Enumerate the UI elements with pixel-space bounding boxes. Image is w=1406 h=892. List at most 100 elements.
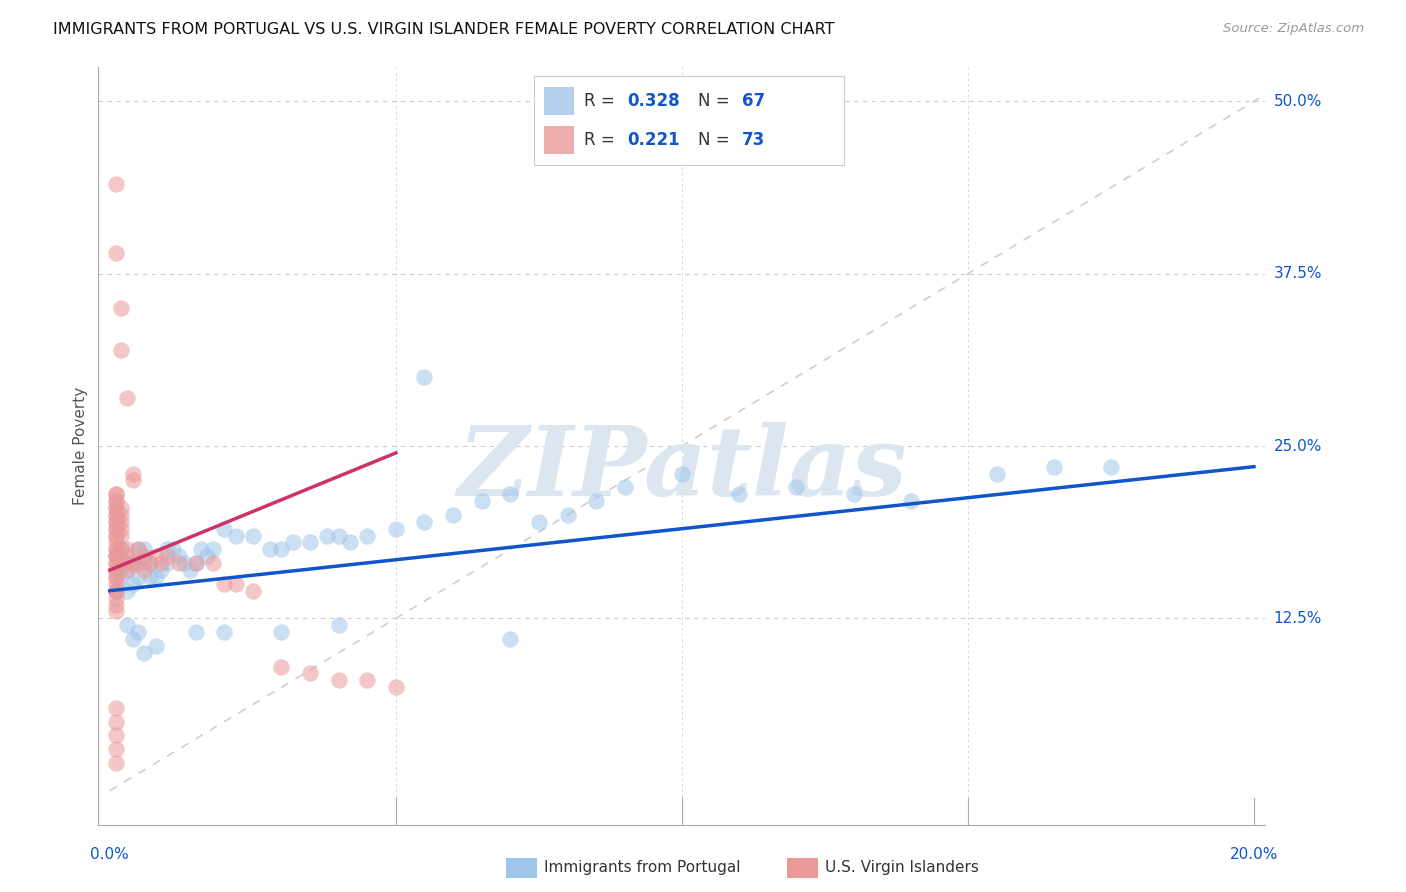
Point — [104, 570, 127, 584]
Point — [242, 528, 264, 542]
Text: 0.328: 0.328 — [627, 92, 679, 110]
Text: 25.0%: 25.0% — [1274, 439, 1322, 453]
Point — [104, 515, 127, 529]
Point — [214, 577, 236, 591]
Text: N =: N = — [699, 131, 735, 149]
Point — [201, 542, 224, 557]
Point — [104, 563, 127, 577]
Text: IMMIGRANTS FROM PORTUGAL VS U.S. VIRGIN ISLANDER FEMALE POVERTY CORRELATION CHAR: IMMIGRANTS FROM PORTUGAL VS U.S. VIRGIN … — [53, 22, 835, 37]
Text: U.S. Virgin Islanders: U.S. Virgin Islanders — [825, 860, 979, 874]
Point — [110, 542, 132, 557]
Point — [356, 528, 378, 542]
Point — [104, 542, 127, 557]
Point — [150, 556, 173, 570]
Point — [115, 618, 138, 632]
Point — [190, 542, 212, 557]
Point — [104, 549, 127, 564]
Point — [104, 591, 127, 605]
Point — [104, 729, 127, 743]
Text: ZIPatlas: ZIPatlas — [457, 422, 907, 516]
FancyBboxPatch shape — [544, 87, 575, 115]
Point — [104, 604, 127, 618]
Point — [613, 480, 636, 494]
Point — [413, 370, 436, 384]
Point — [110, 301, 132, 315]
Point — [134, 556, 156, 570]
Point — [339, 535, 361, 549]
Text: Immigrants from Portugal: Immigrants from Portugal — [544, 860, 741, 874]
Point — [104, 598, 127, 612]
Point — [242, 583, 264, 598]
Point — [328, 528, 350, 542]
Point — [104, 556, 127, 570]
Text: 50.0%: 50.0% — [1274, 94, 1322, 109]
Point — [115, 563, 138, 577]
Text: R =: R = — [583, 92, 620, 110]
Point — [499, 632, 522, 646]
Point — [104, 583, 127, 598]
Point — [104, 522, 127, 536]
Point — [900, 494, 922, 508]
Point — [156, 556, 179, 570]
Point — [104, 487, 127, 501]
Point — [195, 549, 218, 564]
Point — [385, 522, 408, 536]
Point — [671, 467, 693, 481]
Point — [104, 528, 127, 542]
Point — [471, 494, 494, 508]
Point — [104, 494, 127, 508]
Point — [110, 508, 132, 522]
Point — [557, 508, 579, 522]
Text: 12.5%: 12.5% — [1274, 611, 1322, 626]
Point — [184, 556, 207, 570]
Point — [299, 666, 322, 681]
Point — [110, 570, 132, 584]
FancyBboxPatch shape — [544, 126, 575, 154]
Point — [104, 563, 127, 577]
Point — [134, 549, 156, 564]
Point — [110, 522, 132, 536]
Point — [104, 742, 127, 756]
Point — [115, 563, 138, 577]
Point — [127, 570, 149, 584]
Text: 0.0%: 0.0% — [90, 847, 129, 863]
Point — [259, 542, 281, 557]
Text: R =: R = — [583, 131, 620, 149]
Point — [104, 501, 127, 516]
Point — [121, 556, 143, 570]
Point — [121, 467, 143, 481]
Point — [104, 528, 127, 542]
Point — [104, 549, 127, 564]
Point — [162, 542, 184, 557]
Point — [145, 570, 167, 584]
Point — [110, 556, 132, 570]
Point — [986, 467, 1008, 481]
Point — [328, 618, 350, 632]
Point — [139, 556, 162, 570]
Text: 67: 67 — [741, 92, 765, 110]
Point — [328, 673, 350, 688]
Point — [785, 480, 807, 494]
Point — [104, 515, 127, 529]
Point — [127, 556, 149, 570]
Point — [104, 701, 127, 715]
Point — [127, 542, 149, 557]
Text: N =: N = — [699, 92, 735, 110]
Point — [145, 549, 167, 564]
Point — [104, 549, 127, 564]
Point — [104, 522, 127, 536]
Point — [127, 625, 149, 640]
Point — [214, 522, 236, 536]
Text: 0.221: 0.221 — [627, 131, 679, 149]
Text: 20.0%: 20.0% — [1230, 847, 1278, 863]
Point — [115, 583, 138, 598]
Point — [270, 659, 292, 673]
Point — [385, 680, 408, 694]
Point — [115, 391, 138, 405]
Point — [173, 556, 195, 570]
Point — [104, 583, 127, 598]
Point — [110, 343, 132, 357]
Point — [270, 625, 292, 640]
Point — [134, 542, 156, 557]
Point — [115, 549, 138, 564]
